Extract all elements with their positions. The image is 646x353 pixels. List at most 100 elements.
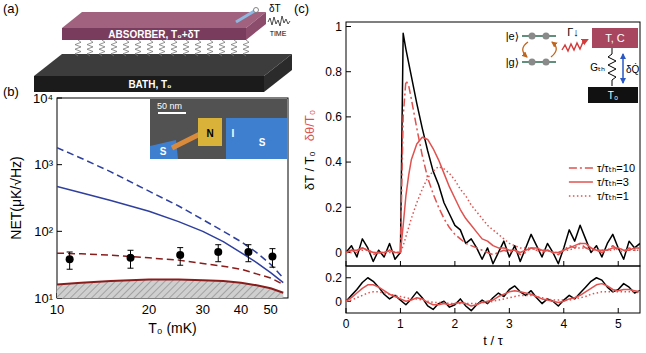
bath-label: BATH, T₀ xyxy=(128,79,171,90)
thermal-link xyxy=(183,40,189,56)
absorber-box-label: T, C xyxy=(605,32,625,44)
level-label: |e⟩ xyxy=(506,30,519,42)
thermal-link xyxy=(171,40,177,56)
x-tick-label: 20 xyxy=(142,302,156,317)
bath-block-label: T₀ xyxy=(608,90,618,101)
x-tick-label: 30 xyxy=(196,302,210,317)
thermal-link xyxy=(159,40,165,56)
x-tick-label: 0 xyxy=(343,317,350,331)
scale-bar xyxy=(158,112,186,114)
absorber-bath-diagram: ABSORBER, T₀+δTBATH, T₀δTTIME xyxy=(34,3,292,92)
conductance-label: Gₜₕ xyxy=(590,62,605,73)
level-dot xyxy=(543,33,550,40)
absorber-side xyxy=(246,12,266,40)
error-cap xyxy=(67,251,73,252)
legend: τ/τₜₕ=10τ/τₜₕ=3τ/τₜₕ=1 xyxy=(569,162,635,202)
x-tick xyxy=(618,308,619,313)
x-tick xyxy=(509,308,510,313)
error-cap xyxy=(245,261,251,262)
x-tick-label: 50 xyxy=(263,302,277,317)
data-point xyxy=(176,251,184,259)
x-axis-title: t / τ xyxy=(483,333,503,348)
thermal-link xyxy=(147,40,153,56)
error-cap xyxy=(177,265,183,266)
data-line xyxy=(346,137,640,252)
emission-wave xyxy=(562,40,587,51)
panel-letter: (a) xyxy=(3,1,19,16)
rate-label: Γ↓ xyxy=(567,26,579,38)
x-tick-label: 4 xyxy=(560,317,567,331)
bath-front xyxy=(34,76,264,92)
error-cap xyxy=(245,244,251,245)
data-point xyxy=(66,255,74,263)
y-tick-label: 10² xyxy=(34,224,53,239)
panel-letter: (b) xyxy=(3,84,19,99)
heat-arrow xyxy=(622,54,624,83)
absorber-label: ABSORBER, T₀+δT xyxy=(108,29,199,40)
legend-label: τ/τₜₕ=1 xyxy=(597,190,629,202)
plot-frame xyxy=(346,22,640,266)
y-tick-label: 0.6 xyxy=(325,110,342,124)
level-e xyxy=(522,35,556,37)
data-line xyxy=(346,278,640,311)
thermal-link xyxy=(111,40,117,56)
y-tick xyxy=(57,164,62,165)
n-island xyxy=(198,118,222,146)
plot-2: 01234500.2t / τ xyxy=(325,266,640,348)
y-tick-label: 10⁴ xyxy=(33,91,53,106)
y-tick-label: 10³ xyxy=(34,157,53,172)
level-g xyxy=(522,61,556,63)
y-tick-label: 0.2 xyxy=(325,201,342,215)
s-electrode-right xyxy=(226,118,287,159)
area-fill xyxy=(57,279,283,298)
absorber-top xyxy=(62,12,266,28)
level-label: |g⟩ xyxy=(506,56,519,68)
data-line xyxy=(346,167,640,253)
y-tick-label: 0.8 xyxy=(325,65,342,79)
y-axis-title: δT / T₀δθ/T₀ xyxy=(302,110,317,190)
series-group xyxy=(346,33,640,263)
series-group xyxy=(346,278,640,311)
y-tick xyxy=(346,207,351,208)
data-point xyxy=(244,248,252,256)
x-tick-label: 3 xyxy=(506,317,513,331)
micrograph-texture xyxy=(150,99,287,159)
y-tick-label: 10¹ xyxy=(34,291,53,306)
data-line xyxy=(346,292,640,304)
error-cap xyxy=(67,269,73,270)
figure: (a)(b)(c)ABSORBER, T₀+δTBATH, T₀δTTIME10… xyxy=(0,0,646,353)
bath-side xyxy=(264,54,292,92)
thermometer-probe xyxy=(236,10,256,22)
thermal-link xyxy=(207,40,213,56)
x-tick xyxy=(563,261,564,266)
x-tick xyxy=(346,261,347,266)
absorber-box xyxy=(592,28,638,48)
level-dot xyxy=(529,33,536,40)
data-point xyxy=(214,248,222,256)
thermal-link xyxy=(123,40,129,56)
x-tick xyxy=(400,261,401,266)
legend-swatch xyxy=(569,181,593,183)
absorber-front xyxy=(62,28,246,40)
legend-swatch xyxy=(569,167,593,169)
legend-label: τ/τₜₕ=3 xyxy=(597,176,629,188)
x-tick xyxy=(618,261,619,266)
data-line xyxy=(346,33,640,263)
transition-arrow xyxy=(551,42,556,57)
x-tick-label: 1 xyxy=(397,317,404,331)
thermal-link xyxy=(75,40,81,56)
transition-arrow xyxy=(523,42,528,57)
x-tick-label: 40 xyxy=(234,302,248,317)
y-axis-title: NET(μK/√Hz) xyxy=(8,156,24,239)
level-dot xyxy=(529,59,536,66)
data-point xyxy=(268,252,276,260)
error-cap xyxy=(128,250,134,251)
thermal-link xyxy=(99,40,105,56)
noise-icon xyxy=(268,16,290,26)
thermal-link xyxy=(195,40,201,56)
series-group xyxy=(57,148,283,298)
data-line xyxy=(346,284,640,306)
y-tick xyxy=(57,231,62,232)
y-axis-title-part: δT / T₀ xyxy=(302,151,317,190)
x-tick xyxy=(454,261,455,266)
